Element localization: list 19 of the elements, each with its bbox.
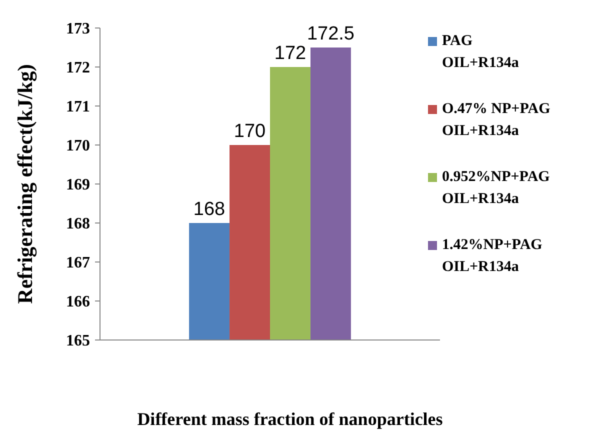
legend-label: O.47% NP+PAG OIL+R134a bbox=[442, 101, 551, 139]
legend-label: 0.952%NP+PAG OIL+R134a bbox=[442, 169, 550, 207]
data-label: 172 bbox=[274, 43, 306, 64]
data-label: 168 bbox=[193, 199, 226, 220]
y-tick-label: 167 bbox=[66, 254, 90, 272]
y-tick-label: 168 bbox=[66, 216, 90, 233]
data-label: 172.5 bbox=[306, 24, 354, 44]
y-tick-label: 171 bbox=[66, 98, 90, 116]
legend-label: 1.42%NP+PAG OIL+R134a bbox=[442, 237, 543, 275]
y-tick-label: 170 bbox=[66, 138, 90, 155]
y-tick-label: 169 bbox=[66, 176, 90, 194]
y-tick-label: 165 bbox=[66, 332, 90, 350]
data-label: 170 bbox=[234, 121, 266, 142]
legend-label: PAG OIL+R134a bbox=[442, 33, 520, 71]
x-axis-title: Different mass fraction of nanoparticles bbox=[137, 409, 443, 429]
y-tick-label: 172 bbox=[66, 60, 90, 77]
y-tick-label: 173 bbox=[66, 20, 90, 38]
y-tick-label: 166 bbox=[66, 294, 90, 311]
y-axis-title: Refrigerating effect(kJ/kg) bbox=[13, 64, 37, 304]
